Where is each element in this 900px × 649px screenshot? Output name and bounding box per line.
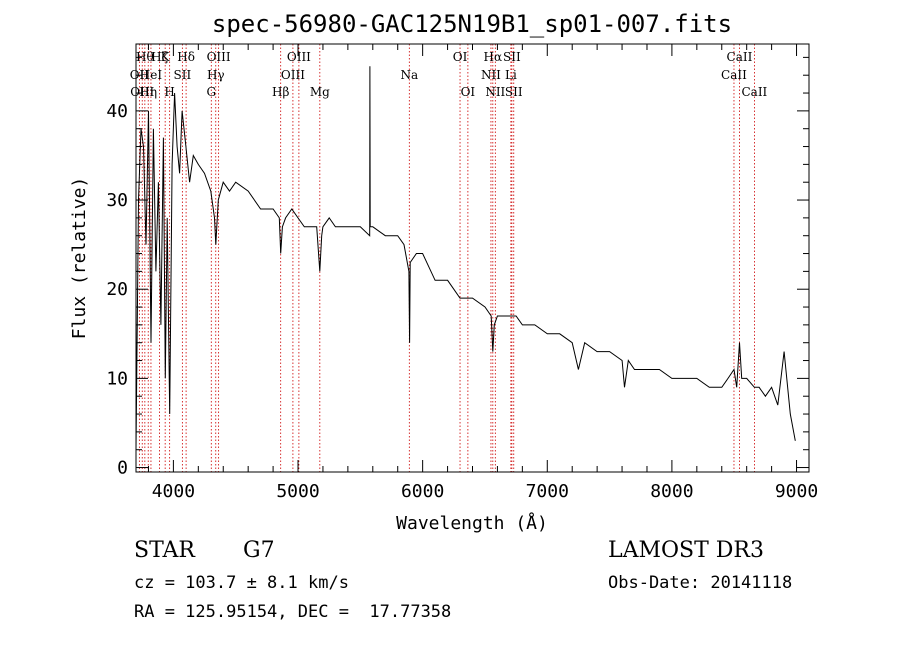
y-axis-label: Flux (relative) <box>69 177 90 340</box>
object-class: STAR <box>134 538 195 563</box>
line-marker-label: Hη <box>139 85 157 99</box>
line-marker-label: G <box>206 85 216 99</box>
plot-frame <box>135 43 810 473</box>
x-tick-label: 6000 <box>401 481 444 502</box>
x-tick-label: 5000 <box>276 481 319 502</box>
line-marker-label: NII <box>485 85 505 99</box>
redshift-velocity: cz = 103.7 ± 8.1 km/s <box>134 573 349 593</box>
line-marker-label: Hα <box>484 50 503 64</box>
spectral-subclass: G7 <box>243 538 275 563</box>
line-marker-label: HeI <box>140 68 163 82</box>
x-axis: 4000 5000 6000 7000 8000 9000 <box>147 44 818 502</box>
line-marker-label: CaII <box>721 68 747 82</box>
line-marker-label: OI <box>453 50 468 64</box>
line-marker-label: Hγ <box>207 68 225 82</box>
line-marker-label: SII <box>503 50 521 64</box>
x-tick-label: 8000 <box>650 481 693 502</box>
line-marker-label: Mg <box>310 85 330 99</box>
x-tick-label: 9000 <box>775 481 818 502</box>
y-tick-label: 30 <box>106 190 128 211</box>
line-marker-label: OIII <box>207 50 231 64</box>
line-marker-label: OIII <box>287 50 311 64</box>
y-tick-label: 0 <box>117 458 128 479</box>
y-tick-label: 40 <box>106 101 128 122</box>
spectrum-line <box>135 66 796 450</box>
line-marker-label: Li <box>505 68 517 82</box>
x-tick-label: 7000 <box>526 481 569 502</box>
y-tick-label: 10 <box>106 368 128 389</box>
y-axis: 0 10 20 30 40 <box>106 56 809 479</box>
line-marker-label: OIII <box>281 68 305 82</box>
line-marker-labels: OIIOIIIHθHηHeIHζKHSIIHδGHγOIIIHβOIIIOIII… <box>130 50 768 99</box>
line-marker-label: Hζ <box>151 50 168 64</box>
line-marker-label: NII <box>481 68 501 82</box>
line-marker-label: Hθ <box>136 50 154 64</box>
line-marker-label: SII <box>505 85 523 99</box>
line-marker-label: Hδ <box>177 50 195 64</box>
line-marker-label: CaII <box>741 85 767 99</box>
line-marker-label: OI <box>461 85 476 99</box>
line-markers <box>138 44 755 472</box>
line-marker-label: Na <box>400 68 418 82</box>
chart-title: spec-56980-GAC125N19B1_sp01-007.fits <box>212 10 732 38</box>
coordinates: RA = 125.95154, DEC = 17.77358 <box>134 602 452 622</box>
line-marker-label: Hβ <box>272 85 289 99</box>
y-tick-label: 20 <box>106 279 128 300</box>
x-tick-label: 4000 <box>152 481 195 502</box>
observation-date: Obs-Date: 20141118 <box>608 573 793 593</box>
line-marker-label: CaII <box>727 50 753 64</box>
line-marker-label: H <box>164 85 174 99</box>
line-marker-label: K <box>161 50 171 64</box>
line-marker-label: SII <box>174 68 192 82</box>
x-axis-label: Wavelength (Å) <box>396 512 548 534</box>
survey-name: LAMOST DR3 <box>608 538 764 563</box>
